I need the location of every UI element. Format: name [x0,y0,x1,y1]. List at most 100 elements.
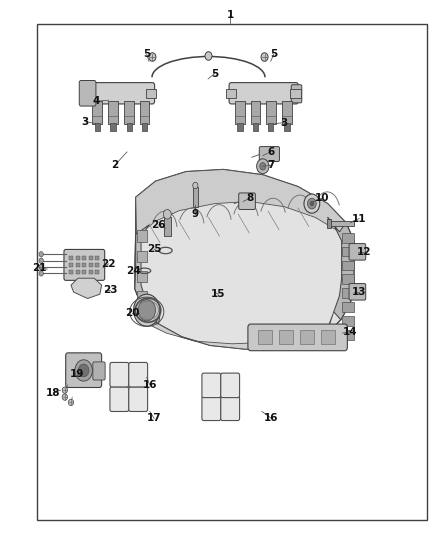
Bar [279,330,293,344]
FancyBboxPatch shape [202,373,221,398]
Bar [127,123,132,131]
Text: 20: 20 [125,309,140,318]
Polygon shape [135,169,354,349]
Bar [95,256,99,260]
Circle shape [310,201,314,206]
Bar [95,123,100,131]
Circle shape [163,209,171,219]
Bar [95,270,99,274]
Circle shape [39,271,43,276]
Bar [237,123,243,131]
Text: 1: 1 [226,10,233,20]
FancyBboxPatch shape [85,83,155,104]
Circle shape [78,364,89,377]
Bar [82,270,86,274]
FancyBboxPatch shape [248,324,347,351]
FancyBboxPatch shape [79,80,96,106]
Circle shape [257,159,269,174]
Bar [284,123,290,131]
Bar [258,330,272,344]
FancyBboxPatch shape [221,396,240,421]
Circle shape [307,198,316,209]
Text: 21: 21 [32,263,47,272]
Bar [95,263,99,267]
Polygon shape [328,217,354,320]
Text: 13: 13 [352,287,367,297]
FancyBboxPatch shape [239,193,255,209]
Bar [89,256,93,260]
Bar [69,256,73,260]
Circle shape [149,53,156,61]
Text: 9: 9 [191,209,198,219]
Text: 24: 24 [126,266,141,276]
Bar [282,101,292,124]
Bar [137,271,147,282]
Bar [193,187,198,207]
Bar [137,230,147,242]
Circle shape [304,194,320,213]
Bar [235,101,245,124]
Bar [342,233,354,243]
Bar [142,123,147,131]
FancyBboxPatch shape [129,362,148,387]
FancyBboxPatch shape [349,284,366,300]
Text: 23: 23 [103,286,118,295]
Bar [89,270,93,274]
Text: 12: 12 [357,247,372,256]
Circle shape [39,258,43,263]
Text: 4: 4 [93,96,100,106]
Text: 16: 16 [264,414,279,423]
Bar [110,123,116,131]
Bar [290,89,301,98]
Bar [69,270,73,274]
Text: 18: 18 [46,389,61,398]
Circle shape [62,394,67,400]
Text: 11: 11 [352,214,367,223]
Text: 8: 8 [246,193,253,203]
Circle shape [205,52,212,60]
Bar [342,330,354,340]
Text: 26: 26 [151,220,166,230]
Bar [146,89,156,98]
Text: 15: 15 [211,289,226,299]
FancyBboxPatch shape [110,362,129,387]
Circle shape [193,182,198,189]
Circle shape [39,264,43,270]
Text: 16: 16 [142,380,157,390]
Bar [342,316,354,326]
Polygon shape [135,225,160,324]
FancyBboxPatch shape [229,83,298,104]
Circle shape [134,294,160,326]
Bar [82,256,86,260]
Polygon shape [145,312,334,349]
Text: 17: 17 [147,414,162,423]
Polygon shape [71,278,102,298]
Bar [76,270,80,274]
Bar [226,89,236,98]
Bar [124,101,134,124]
FancyBboxPatch shape [349,244,366,260]
FancyBboxPatch shape [64,249,105,280]
Text: 25: 25 [147,245,162,254]
Circle shape [62,387,67,393]
Bar [89,263,93,267]
Bar [137,251,147,262]
Text: 5: 5 [211,69,218,78]
Text: 7: 7 [267,160,274,170]
Bar [342,274,354,284]
Bar [81,89,92,98]
Circle shape [75,360,92,381]
Text: 3: 3 [280,118,287,127]
Polygon shape [136,169,354,241]
Bar [92,101,102,124]
Bar [342,288,354,298]
Bar [37,24,427,520]
Bar [342,261,354,270]
Text: 6: 6 [267,147,274,157]
Circle shape [39,252,43,257]
Text: 5: 5 [270,50,277,59]
Bar [69,263,73,267]
Circle shape [260,163,266,170]
Text: 22: 22 [101,259,116,269]
Bar [164,217,171,236]
